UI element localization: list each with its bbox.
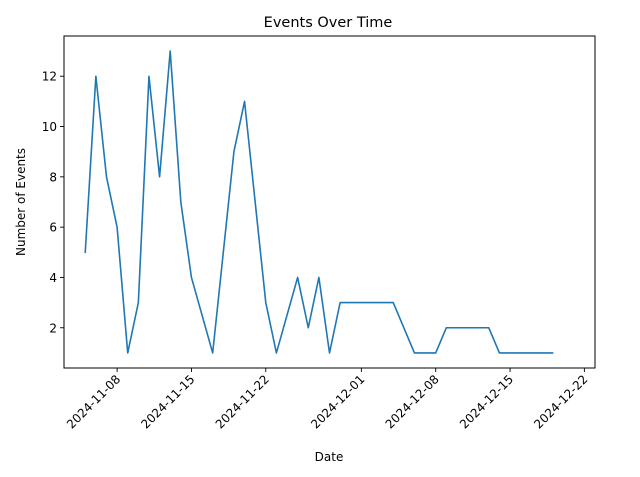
x-tick-label: 2024-12-01 bbox=[308, 372, 367, 431]
x-tick-label: 2024-12-08 bbox=[383, 372, 442, 431]
chart-title: Events Over Time bbox=[264, 15, 393, 31]
y-tick-label: 8 bbox=[49, 170, 57, 184]
y-axis: 2 4 6 8 10 12 bbox=[42, 70, 64, 335]
x-tick-label: 2024-11-22 bbox=[213, 372, 272, 431]
x-axis-label: Date bbox=[315, 450, 344, 464]
y-tick-label: 6 bbox=[49, 221, 57, 235]
x-tick-label: 2024-11-08 bbox=[64, 372, 123, 431]
plot-area bbox=[63, 35, 596, 369]
y-tick-label: 4 bbox=[49, 271, 57, 285]
x-tick-label: 2024-11-15 bbox=[138, 372, 197, 431]
plot-frame bbox=[63, 35, 596, 369]
y-tick-label: 2 bbox=[49, 321, 57, 335]
x-tick-label: 2024-12-15 bbox=[457, 372, 516, 431]
y-tick-label: 10 bbox=[42, 120, 57, 134]
series-line bbox=[84, 50, 554, 354]
y-axis-label: Number of Events bbox=[14, 148, 28, 256]
y-tick-label: 12 bbox=[42, 70, 57, 84]
x-tick-label: 2024-12-22 bbox=[531, 372, 590, 431]
x-axis: 2024-11-08 2024-11-15 2024-11-22 2024-12-01… bbox=[64, 368, 591, 431]
